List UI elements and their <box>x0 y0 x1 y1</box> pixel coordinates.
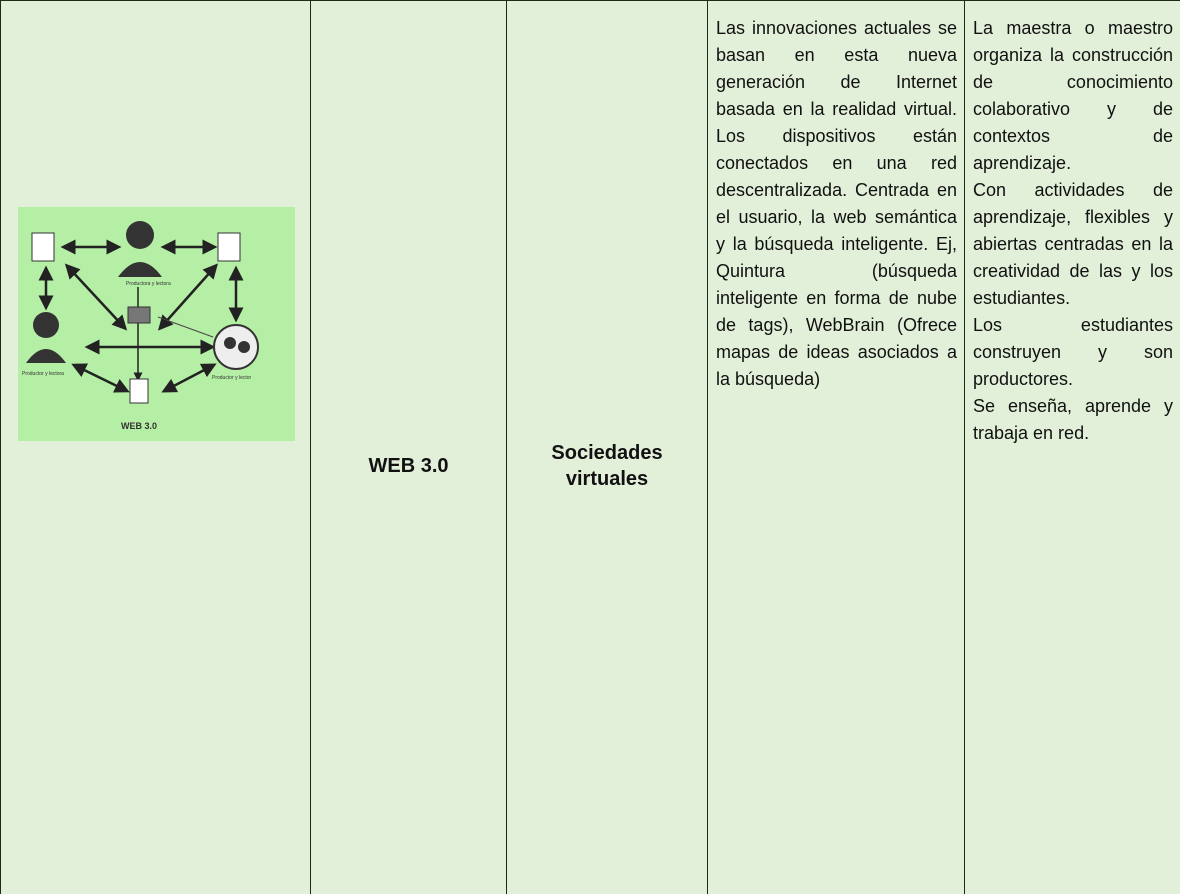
teaching-cell: La maestra o maestro organiza la constru… <box>964 0 1180 894</box>
web-diagram: Productora y lectora Productor y lectora… <box>18 207 295 441</box>
image-label: Productor y lector <box>212 375 252 381</box>
teaching-paragraph: Los estudiantes construyen y son product… <box>973 315 1173 389</box>
image-caption: WEB 3.0 <box>121 421 157 431</box>
image-label: Productor y lectora <box>22 371 64 377</box>
description: Las innovaciones actuales se basan en es… <box>716 18 957 389</box>
generation-cell: WEB 3.0 <box>310 0 507 894</box>
model-cell: Sociedades virtuales <box>506 0 708 894</box>
teaching-paragraph: Se enseña, aprende y trabaja en red. <box>973 396 1173 443</box>
model: Sociedades virtuales <box>551 442 663 490</box>
description-cell: Las innovaciones actuales se basan en es… <box>707 0 965 894</box>
generation: WEB 3.0 <box>368 455 449 477</box>
teaching-paragraph: Con actividades de aprendizaje, flexible… <box>973 180 1173 308</box>
image-label: Productora y lectora <box>126 281 171 287</box>
teaching-paragraph: La maestra o maestro organiza la constru… <box>973 18 1173 173</box>
image-cell: Productora y lectora Productor y lectora… <box>0 0 311 894</box>
